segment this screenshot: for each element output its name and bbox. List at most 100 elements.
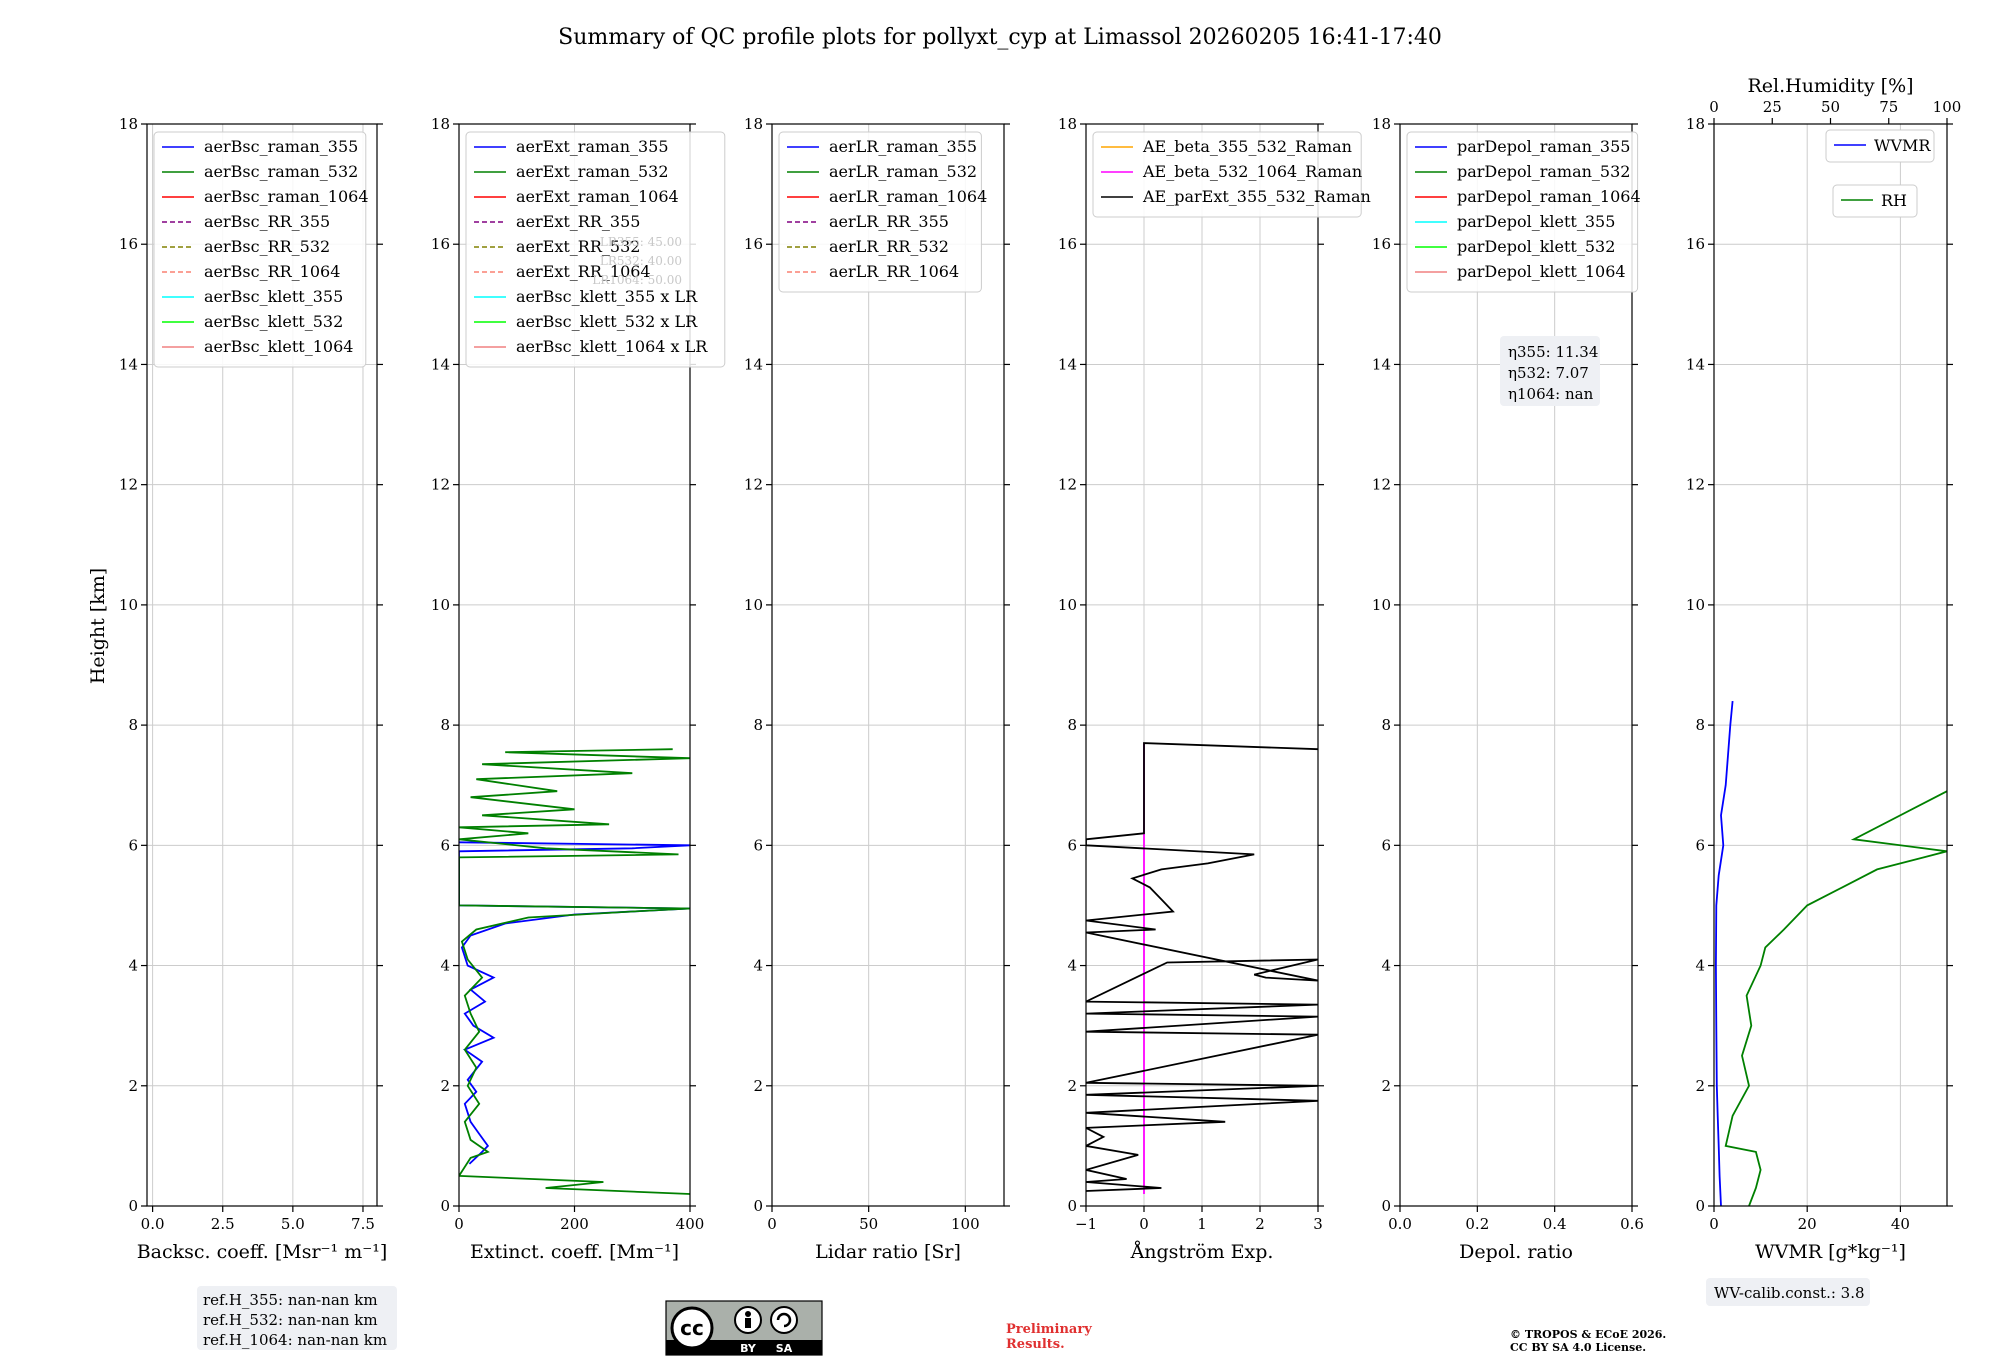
y-tick-label: 8 <box>753 716 763 734</box>
sa-share-icon <box>770 1306 798 1334</box>
legend-label: aerBsc_klett_355 x LR <box>516 287 698 306</box>
x-tick-label: −1 <box>1075 1215 1097 1233</box>
y-tick-label: 10 <box>1372 596 1391 614</box>
legend-label: aerLR_raman_1064 <box>829 187 987 206</box>
legend-box-rh <box>1832 184 1918 218</box>
x-tick-label: 0.6 <box>1620 1215 1644 1233</box>
legend-label: aerBsc_klett_532 x LR <box>516 312 698 331</box>
x-tick-label: 100 <box>951 1215 980 1233</box>
x-tick-label: 0 <box>767 1215 777 1233</box>
legend-label: aerBsc_klett_532 <box>204 312 343 331</box>
x-axis-label: Lidar ratio [Sr] <box>815 1241 961 1263</box>
y-tick-label: 2 <box>1381 1077 1391 1095</box>
y-tick-label: 16 <box>431 235 450 253</box>
top-x-tick-label: 25 <box>1763 98 1782 116</box>
y-tick-label: 0 <box>1067 1197 1077 1215</box>
legend-label: aerLR_raman_532 <box>829 162 977 181</box>
copyright-line-1: © TROPOS & ECoE 2026. <box>1510 1328 1666 1341</box>
y-tick-label: 14 <box>1686 355 1705 373</box>
legend-label: aerExt_raman_1064 <box>516 187 679 206</box>
legend-box <box>778 131 982 293</box>
eta-label: η1064: nan <box>1508 385 1594 403</box>
y-tick-label: 14 <box>431 355 450 373</box>
series-line-aerExt_raman_532 <box>459 748 690 1195</box>
panel-3: 0 2 4 6 8 10 12 14 16 18 0 50 100 Lidar ratio [Sr] aer… <box>744 115 1010 1263</box>
eta-box <box>1500 336 1600 406</box>
figure-title: Summary of QC profile plots for pollyxt_… <box>558 25 1442 50</box>
panel-frame <box>1399 123 1633 1207</box>
x-tick-label: 2.5 <box>211 1215 235 1233</box>
legend-label: parDepol_raman_355 <box>1457 137 1630 156</box>
wv-calib-label: WV-calib.const.: 3.8 <box>1714 1284 1865 1302</box>
x-tick-label: 5.0 <box>281 1215 305 1233</box>
x-tick-label: 0 <box>1709 1215 1719 1233</box>
legend-label: parDepol_klett_1064 <box>1457 262 1626 281</box>
y-tick-label: 6 <box>1067 836 1077 854</box>
sa-label: SA <box>776 1342 793 1355</box>
legend-label: aerBsc_RR_532 <box>204 237 330 256</box>
x-tick-label: 0.2 <box>1465 1215 1489 1233</box>
y-tick-label: 0 <box>1381 1197 1391 1215</box>
y-tick-label: 12 <box>744 476 763 494</box>
lidar-ratio-label: LR1064: 50.00 <box>592 273 682 287</box>
y-tick-label: 16 <box>744 235 763 253</box>
y-tick-label: 16 <box>1058 235 1077 253</box>
y-tick-label: 16 <box>1372 235 1391 253</box>
y-tick-label: 6 <box>1381 836 1391 854</box>
ref-height-label: ref.H_355: nan-nan km <box>203 1291 378 1309</box>
y-tick-label: 14 <box>1372 355 1391 373</box>
by-label: BY <box>740 1342 757 1355</box>
legend-box <box>1092 131 1362 218</box>
y-tick-label: 2 <box>128 1077 138 1095</box>
legend-label: aerBsc_raman_532 <box>204 162 358 181</box>
x-tick-label: 2 <box>1255 1215 1265 1233</box>
y-tick-label: 12 <box>431 476 450 494</box>
y-tick-label: 6 <box>128 836 138 854</box>
legend-label: aerBsc_klett_1064 <box>204 337 353 356</box>
cc-license-badge: cc BY SA <box>665 1300 823 1356</box>
legend-box <box>153 131 367 368</box>
legend-label: AE_beta_355_532_Raman <box>1142 137 1352 156</box>
cc-circle-icon <box>670 1306 714 1350</box>
legend-label: aerBsc_klett_1064 x LR <box>516 337 708 356</box>
legend-label: aerExt_RR_1064 <box>516 262 651 281</box>
legend-box <box>1406 131 1639 293</box>
panel-frame <box>146 123 378 1207</box>
legend-label: parDepol_raman_1064 <box>1457 187 1641 206</box>
legend-box-wvmr <box>1825 129 1935 163</box>
ref-height-box <box>197 1286 397 1350</box>
y-tick-label: 2 <box>1067 1077 1077 1095</box>
legend-label: parDepol_klett_532 <box>1457 237 1615 256</box>
y-tick-label: 12 <box>1372 476 1391 494</box>
preliminary-text-1: Preliminary <box>1006 1322 1092 1337</box>
series-line-RH <box>1724 790 1947 1206</box>
by-person-head <box>745 1311 751 1317</box>
y-tick-label: 14 <box>119 355 138 373</box>
y-tick-label: 4 <box>128 957 138 975</box>
y-tick-label: 14 <box>1058 355 1077 373</box>
series-line-WVMR <box>1715 701 1734 1206</box>
y-tick-label: 4 <box>440 957 450 975</box>
y-tick-label: 2 <box>1695 1077 1705 1095</box>
y-tick-label: 8 <box>440 716 450 734</box>
y-tick-label: 18 <box>1686 115 1705 133</box>
y-tick-label: 14 <box>744 355 763 373</box>
y-tick-label: 6 <box>753 836 763 854</box>
y-tick-label: 6 <box>440 836 450 854</box>
panel-frame <box>771 123 1005 1207</box>
y-tick-label: 2 <box>440 1077 450 1095</box>
top-x-tick-label: 50 <box>1821 98 1840 116</box>
y-tick-label: 18 <box>1372 115 1391 133</box>
legend-box <box>465 131 726 368</box>
y-tick-label: 10 <box>744 596 763 614</box>
y-tick-label: 12 <box>119 476 138 494</box>
y-tick-label: 0 <box>440 1197 450 1215</box>
x-tick-label: 50 <box>859 1215 878 1233</box>
cc-icon-text: cc <box>680 1316 704 1340</box>
x-tick-label: 40 <box>1891 1215 1910 1233</box>
panel-2: 0 2 4 6 8 10 12 14 16 18 0 200 400 Extinct. coeff. [M… <box>431 115 726 1263</box>
legend-label: aerExt_raman_355 <box>516 137 669 156</box>
